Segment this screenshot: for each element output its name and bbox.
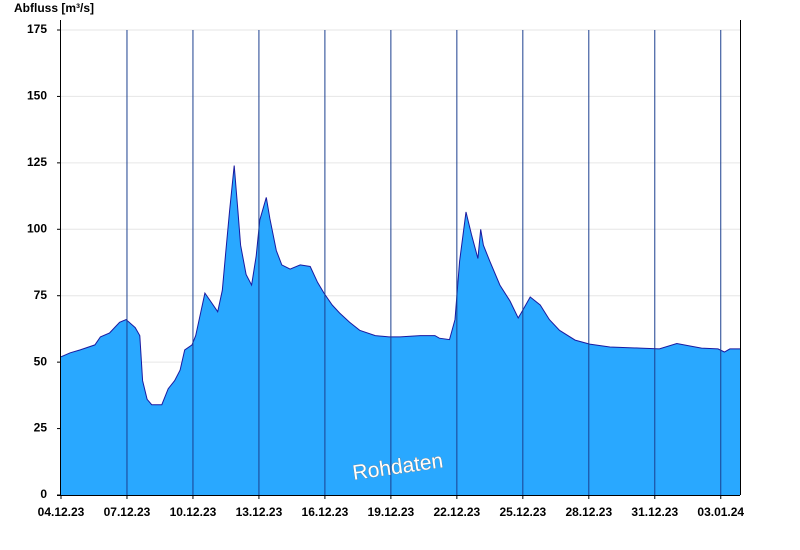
y-tick-label: 150	[27, 89, 47, 103]
x-tick-label: 31.12.23	[631, 505, 678, 519]
y-tick-label: 100	[27, 221, 47, 235]
x-tick-label: 19.12.23	[368, 505, 415, 519]
y-tick-label: 175	[27, 22, 47, 36]
line	[60, 165, 740, 406]
x-tick-label: 22.12.23	[433, 505, 480, 519]
x-tick-label: 16.12.23	[302, 505, 349, 519]
chart-title: Abfluss [m³/s]	[14, 1, 94, 15]
x-tick-label: 10.12.23	[170, 505, 217, 519]
y-tick-label: 0	[40, 487, 47, 501]
area	[61, 165, 740, 495]
x-tick-label: 03.01.24	[697, 505, 744, 519]
x-tick-label: 28.12.23	[565, 505, 612, 519]
x-tick-label: 04.12.23	[38, 505, 85, 519]
x-tick-label: 13.12.23	[236, 505, 283, 519]
y-tick-label: 75	[34, 288, 48, 302]
y-tick-label: 50	[34, 354, 48, 368]
y-tick-label: 125	[27, 155, 47, 169]
x-tick-label: 25.12.23	[499, 505, 546, 519]
x-tick-label: 07.12.23	[104, 505, 151, 519]
y-tick-label: 25	[34, 421, 48, 435]
